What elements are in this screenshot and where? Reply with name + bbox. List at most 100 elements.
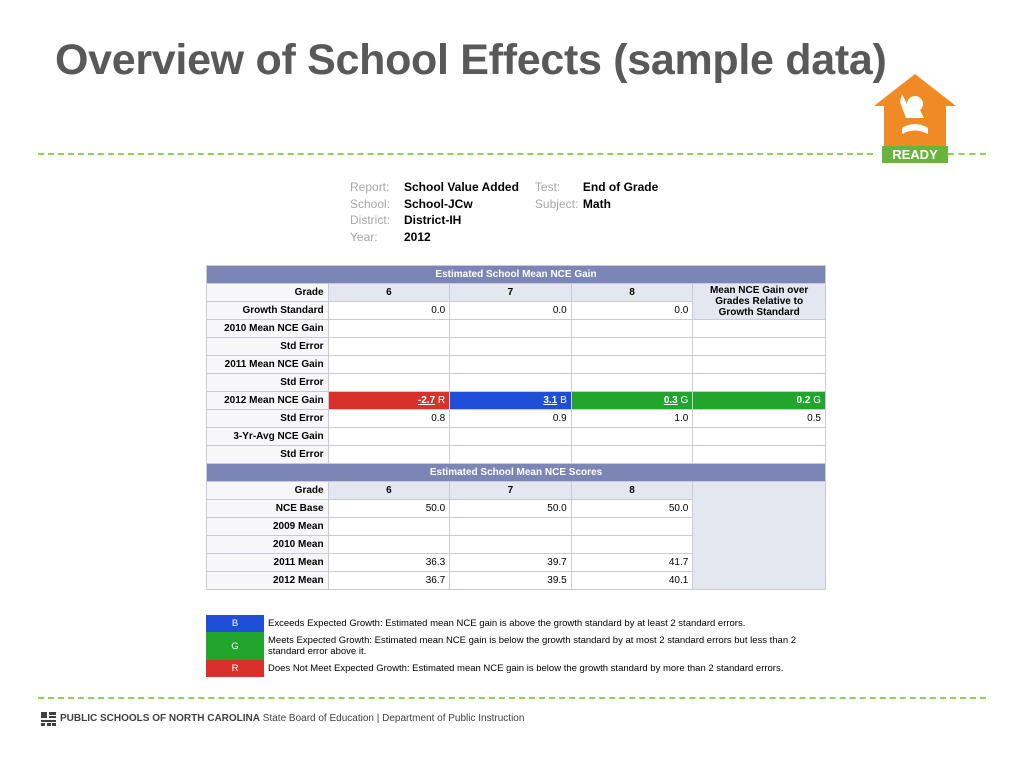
table-cell: 0.0 — [327, 301, 451, 320]
row-label: 3-Yr-Avg NCE Gain — [206, 427, 329, 446]
summary-cell — [692, 337, 826, 356]
row-label: Std Error — [206, 409, 329, 428]
table-row: Std Error — [206, 373, 826, 392]
table-cell — [327, 373, 451, 392]
table-cell: 36.7 — [327, 571, 451, 590]
summary-header: Mean NCE Gain over Grades Relative to Gr… — [692, 283, 826, 320]
summary-cell — [692, 445, 826, 464]
report-meta: Report: School Value Added Test: End of … — [350, 179, 662, 245]
table-cell — [570, 427, 694, 446]
school-label: School: — [350, 196, 391, 211]
table-cell — [327, 445, 451, 464]
table-cell: 36.3 — [327, 553, 451, 572]
slide-title: Overview of School Effects (sample data) — [55, 36, 887, 84]
summary-cell — [692, 373, 826, 392]
table-cell: 0.0 — [570, 301, 694, 320]
legend-text: Does Not Meet Expected Growth: Estimated… — [268, 663, 784, 674]
grade-header: 7 — [449, 283, 572, 302]
table-cell — [327, 535, 451, 554]
gain-cell-green[interactable]: 0.3 G — [570, 391, 694, 410]
grade-label: Grade — [206, 481, 329, 500]
table-cell: 41.7 — [570, 553, 694, 572]
table-cell: 1.0 — [570, 409, 694, 428]
gain-code: G — [680, 395, 689, 406]
legend-swatch-blue: B — [206, 615, 264, 632]
table-cell — [570, 517, 694, 536]
row-label: Growth Standard — [206, 301, 329, 320]
legend-item: G Meets Expected Growth: Estimated mean … — [206, 632, 826, 660]
gain-code: B — [560, 395, 567, 406]
summary-cell: 0.5 — [692, 409, 826, 428]
grade-header: 8 — [570, 283, 694, 302]
table-cell: 0.8 — [327, 409, 451, 428]
grade-header: 6 — [327, 481, 451, 500]
table-cell — [449, 319, 572, 338]
summary-cell — [692, 319, 826, 338]
table-cell — [570, 337, 694, 356]
summary-code: G — [813, 395, 821, 406]
table-row: 2011 Mean NCE Gain — [206, 355, 826, 374]
nce-table: Estimated School Mean NCE Gain Grade 6 7… — [206, 265, 826, 590]
table-row: 2010 Mean — [206, 535, 826, 554]
summary-cell — [692, 355, 826, 374]
table-row: 2012 Mean 36.7 39.5 40.1 — [206, 571, 826, 590]
row-label: 2009 Mean — [206, 517, 329, 536]
table-row: 2011 Mean 36.3 39.7 41.7 — [206, 553, 826, 572]
gain-cell-red[interactable]: -2.7 R — [327, 391, 451, 410]
school-value: School-JCw — [404, 196, 473, 211]
table-cell: 50.0 — [570, 499, 694, 518]
table-row: Std Error 0.8 0.9 1.0 0.5 — [206, 409, 826, 428]
footer-org: PUBLIC SCHOOLS OF NORTH CAROLINA — [60, 713, 260, 725]
row-label: Std Error — [206, 445, 329, 464]
gain-value-link[interactable]: -2.7 — [417, 395, 436, 406]
row-label: NCE Base — [206, 499, 329, 518]
summary-cell — [692, 427, 826, 446]
table-row: 3-Yr-Avg NCE Gain — [206, 427, 826, 446]
table-row: Std Error — [206, 445, 826, 464]
row-label: 2010 Mean NCE Gain — [206, 319, 329, 338]
row-label: 2011 Mean NCE Gain — [206, 355, 329, 374]
year-value: 2012 — [404, 229, 431, 244]
table-cell — [449, 445, 572, 464]
row-label: 2012 Mean NCE Gain — [206, 391, 329, 410]
gain-value-link[interactable]: 0.3 — [663, 395, 678, 406]
row-label: 2012 Mean — [206, 571, 329, 590]
table-cell — [327, 427, 451, 446]
table-cell: 40.1 — [570, 571, 694, 590]
year-label: Year: — [350, 229, 378, 244]
table-row: Std Error — [206, 337, 826, 356]
table-cell — [449, 355, 572, 374]
district-label: District: — [350, 213, 390, 227]
color-legend: B Exceeds Expected Growth: Estimated mea… — [206, 615, 826, 677]
table-cell: 39.7 — [449, 553, 572, 572]
dpi-logo-icon — [40, 710, 57, 727]
table-cell: 50.0 — [449, 499, 572, 518]
table-cell — [449, 517, 572, 536]
table-cell: 50.0 — [327, 499, 451, 518]
table-cell — [570, 319, 694, 338]
table-cell — [327, 337, 451, 356]
logo-text: READY — [892, 147, 938, 162]
table-row: 2010 Mean NCE Gain — [206, 319, 826, 338]
subject-label: Subject: — [534, 196, 579, 211]
test-value: End of Grade — [582, 180, 659, 194]
legend-item: R Does Not Meet Expected Growth: Estimat… — [206, 660, 826, 677]
district-value: District-IH — [404, 213, 462, 227]
legend-swatch-red: R — [206, 660, 264, 677]
ready-logo: READY — [874, 74, 956, 163]
legend-item: B Exceeds Expected Growth: Estimated mea… — [206, 615, 826, 632]
table-cell — [327, 517, 451, 536]
gain-cell-blue[interactable]: 3.1 B — [449, 391, 572, 410]
scores-section-title: Estimated School Mean NCE Scores — [206, 463, 826, 482]
summary-cell-green: 0.2 G — [692, 391, 826, 410]
grade-header: 8 — [570, 481, 694, 500]
legend-swatch-green: G — [206, 632, 264, 660]
legend-text: Meets Expected Growth: Estimated mean NC… — [268, 635, 797, 657]
gain-value-link[interactable]: 3.1 — [543, 395, 558, 406]
report-value: School Value Added — [404, 180, 519, 194]
table-cell: 39.5 — [449, 571, 572, 590]
row-label: Std Error — [206, 337, 329, 356]
row-label: Std Error — [206, 373, 329, 392]
empty-summary-area — [692, 481, 826, 590]
table-cell — [570, 355, 694, 374]
